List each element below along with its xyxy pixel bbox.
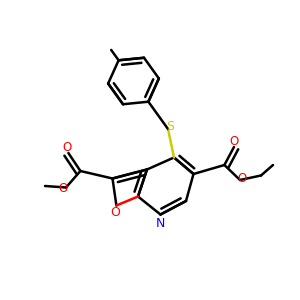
Text: N: N xyxy=(156,217,165,230)
Text: O: O xyxy=(237,172,246,185)
Text: O: O xyxy=(230,135,238,148)
Text: O: O xyxy=(58,182,68,196)
Text: S: S xyxy=(167,119,174,133)
Text: O: O xyxy=(62,141,71,154)
Text: O: O xyxy=(110,206,120,220)
